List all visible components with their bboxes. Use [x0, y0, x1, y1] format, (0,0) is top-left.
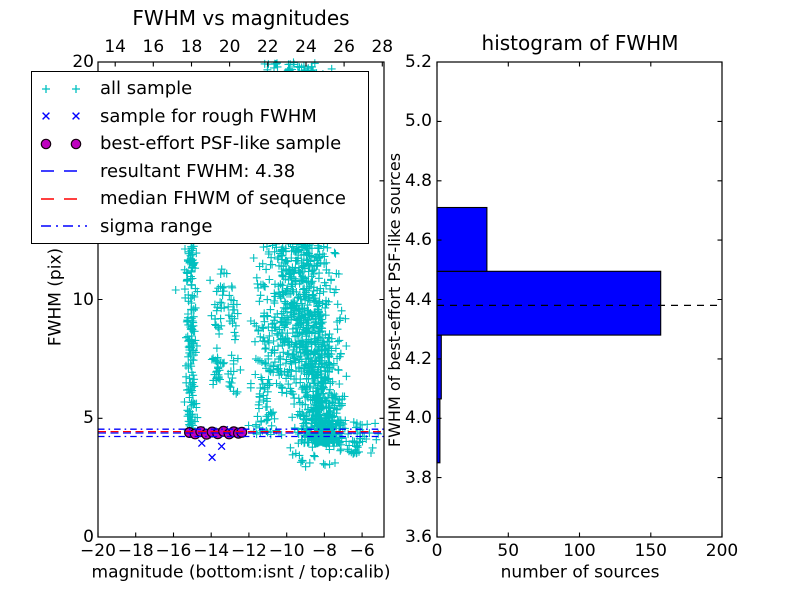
- hist-yaxis-tick-label: 4.2: [404, 348, 432, 369]
- right-plot-xlabel: number of sources: [500, 562, 660, 583]
- legend-cross-glyph: [42, 112, 80, 121]
- top-xaxis-tick-label: 28: [371, 37, 394, 57]
- legend-plus-glyph: [42, 84, 80, 93]
- legend-box: all sample sample for rough FWHM best-effo…: [31, 71, 369, 244]
- legend-item-label: sample for rough FWHM: [100, 105, 317, 127]
- left-yaxis-tick-label: 10: [72, 289, 94, 310]
- legend-item: median FHWM of sequence: [38, 185, 362, 212]
- top-xaxis-tick-label: 20: [218, 37, 241, 57]
- hist-yaxis-tick-label: 3.8: [404, 467, 432, 488]
- legend-item-label: all sample: [100, 78, 193, 100]
- legend-item-label: median FHWM of sequence: [100, 188, 346, 210]
- left-yaxis-tick-label: 0: [83, 527, 94, 547]
- legend-item: sample for rough FWHM: [38, 103, 362, 130]
- left-xaxis-tick-label: −12: [230, 541, 267, 561]
- legend-dashed-line-glyph: [41, 170, 87, 173]
- hist-xaxis-tick-label: 0: [431, 541, 443, 561]
- top-xaxis-tick-label: 16: [142, 37, 165, 57]
- left-xaxis-tick-label: −20: [80, 541, 116, 561]
- legend-item: resultant FWHM: 4.38: [38, 158, 362, 185]
- hist-yaxis-tick-label: 4.6: [404, 230, 432, 251]
- left-xaxis-tick-label: −8: [311, 541, 337, 561]
- top-xaxis-tick-label: 14: [104, 37, 126, 57]
- top-xaxis-tick-label: 22: [256, 37, 279, 57]
- left-plot-title: FWHM vs magnitudes: [132, 6, 350, 30]
- hist-xaxis-tick-label: 100: [563, 541, 596, 561]
- left-plot-xlabel: magnitude (bottom:isnt / top:calib): [91, 562, 391, 583]
- fwhm-reference-lines: [98, 428, 384, 438]
- left-plot-ylabel: FWHM (pix): [45, 247, 66, 347]
- axis-tick-marks: [97, 61, 723, 538]
- left-xaxis-tick-label: −10: [268, 541, 305, 561]
- legend-dashed-line-glyph: [41, 197, 87, 200]
- all-sample-points: [171, 58, 383, 471]
- left-xaxis-tick-label: −6: [349, 541, 375, 561]
- legend-item: best-effort PSF-like sample: [38, 130, 362, 157]
- hist-xaxis-tick-label: 150: [634, 541, 667, 561]
- legend-dashdot-line-glyph: [41, 225, 87, 228]
- top-xaxis-tick-label: 24: [295, 37, 317, 57]
- left-xaxis-tick-label: −14: [193, 541, 230, 561]
- legend-item-label: resultant FWHM: 4.38: [100, 160, 296, 182]
- right-plot-title: histogram of FWHM: [481, 31, 679, 55]
- left-xaxis-tick-label: −18: [117, 541, 154, 561]
- legend-item: all sample: [38, 75, 362, 102]
- left-yaxis-tick-label: 5: [83, 408, 94, 429]
- hist-yaxis-tick-label: 4.8: [404, 170, 432, 191]
- hist-xaxis-tick-label: 50: [497, 541, 520, 561]
- top-xaxis-tick-label: 26: [333, 37, 355, 57]
- hist-yaxis-tick-label: 4.4: [404, 289, 432, 310]
- left-yaxis-tick-label: 20: [72, 52, 94, 72]
- left-xaxis-tick-label: −16: [155, 541, 192, 561]
- hist-yaxis-tick-label: 3.6: [404, 527, 432, 547]
- hist-yaxis-tick-label: 5.2: [404, 52, 432, 72]
- top-xaxis-tick-label: 18: [180, 37, 203, 57]
- hist-xaxis-tick-label: 200: [705, 541, 739, 561]
- legend-item-label: sigma range: [100, 215, 213, 237]
- legend-item: sigma range: [38, 213, 362, 240]
- hist-yaxis-tick-label: 4.0: [404, 408, 432, 429]
- legend-circle-glyph: [40, 138, 82, 150]
- hist-yaxis-tick-label: 5.0: [404, 111, 432, 132]
- legend-item-label: best-effort PSF-like sample: [100, 133, 342, 155]
- histogram-bars: [436, 206, 662, 464]
